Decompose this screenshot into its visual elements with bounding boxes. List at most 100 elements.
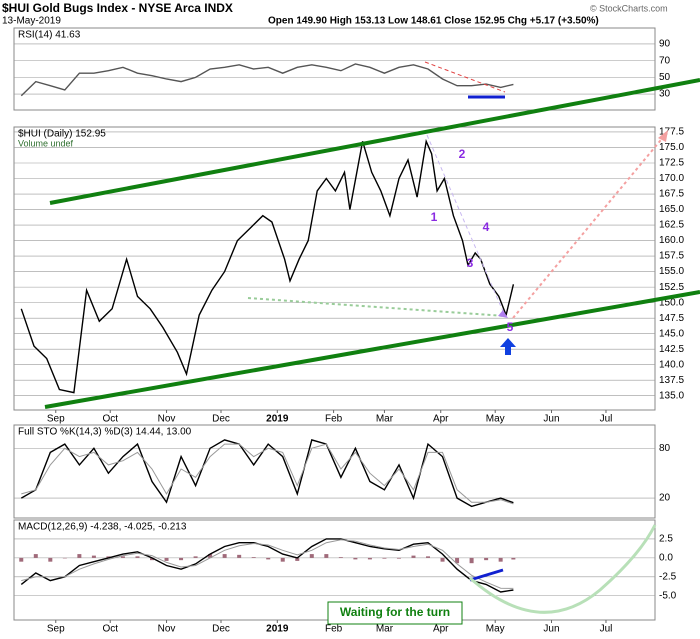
histogram-bar <box>511 557 516 560</box>
histogram-bar <box>324 554 329 558</box>
y-tick-label: 145.0 <box>659 328 684 339</box>
y-tick-label: 147.5 <box>659 313 684 324</box>
macd-line <box>469 568 504 582</box>
trend-line <box>49 78 700 205</box>
y-tick-label: 135.0 <box>659 390 684 401</box>
turn-arc <box>469 524 657 614</box>
annotations: 1 2 3 4 5 Waiting for the turn <box>44 61 700 625</box>
y-tick-label: 2.5 <box>659 534 673 545</box>
histogram-bar <box>338 557 343 558</box>
y-tick-label: 0.0 <box>659 553 673 564</box>
x-tick-label: 2019 <box>266 414 289 425</box>
y-tick-label: 80 <box>659 443 671 454</box>
histogram-bar <box>33 554 38 558</box>
y-tick-label: -2.5 <box>659 571 677 582</box>
wave-label: 2 <box>459 147 466 161</box>
y-tick-label: 157.5 <box>659 251 684 262</box>
series-line <box>21 539 514 589</box>
y-tick-label: 165.0 <box>659 204 684 215</box>
trend-line <box>44 290 700 409</box>
histogram-bar <box>91 555 96 558</box>
histogram-bar <box>469 557 474 564</box>
y-tick-label: 172.5 <box>659 158 684 169</box>
x-tick-label: Jun <box>543 624 559 635</box>
date: 13-May-2019 <box>2 16 61 27</box>
histogram-bar <box>440 557 445 562</box>
histogram-bar <box>120 556 125 558</box>
rsi-line <box>424 61 506 93</box>
callout-box <box>327 601 463 625</box>
histogram-bar <box>396 557 401 559</box>
histogram-bar <box>251 557 256 558</box>
x-tick-label: Apr <box>433 624 449 635</box>
y-tick-label: 175.0 <box>659 142 684 153</box>
y-tick-label: -5.0 <box>659 590 677 601</box>
y-tick-label: 167.5 <box>659 189 684 200</box>
quote: Open 149.90 High 153.13 Low 148.61 Close… <box>268 16 599 27</box>
histogram-bar <box>179 557 184 561</box>
histogram-bar <box>164 557 169 561</box>
marker <box>498 310 508 318</box>
x-tick-label: Sep <box>47 414 65 425</box>
y-tick-label: 177.5 <box>659 127 684 138</box>
panel-frame <box>13 126 656 411</box>
histogram-bar <box>19 557 24 562</box>
y-tick-label: 90 <box>659 39 671 50</box>
histogram-bar <box>280 557 285 562</box>
x-tick-label: Mar <box>376 414 394 425</box>
x-tick-label: Nov <box>158 414 176 425</box>
histogram-bar <box>237 554 242 558</box>
histogram-bar <box>208 554 213 558</box>
projection <box>512 134 666 319</box>
x-tick-label: May <box>486 414 505 425</box>
x-tick-label: Apr <box>433 414 449 425</box>
series-line <box>20 63 514 97</box>
y-tick-label: 162.5 <box>659 220 684 231</box>
y-tick-label: 152.5 <box>659 282 684 293</box>
histogram-bar <box>150 557 155 561</box>
callout-text: Waiting for the turn <box>340 605 450 619</box>
histogram-bar <box>135 556 140 558</box>
y-tick-label: 170.0 <box>659 173 684 184</box>
histogram-bar <box>295 557 300 561</box>
panel-label: $HUI (Daily) 152.95 <box>18 129 106 140</box>
x-tick-label: May <box>486 624 505 635</box>
histogram-bar <box>77 554 82 558</box>
x-tick-label: Sep <box>47 624 65 635</box>
panel-note: Volume undef <box>18 138 74 148</box>
panel-label: MACD(12,26,9) -4.238, -4.025, -0.213 <box>18 522 187 533</box>
x-tick-label: Jun <box>543 414 559 425</box>
wave-label: 4 <box>483 220 490 234</box>
histogram-bar <box>455 557 460 564</box>
panel-frame <box>13 424 656 519</box>
y-tick-label: 70 <box>659 55 671 66</box>
x-tick-label: Jul <box>600 624 613 635</box>
x-tick-label: Jul <box>600 414 613 425</box>
x-tick-label: Nov <box>158 624 176 635</box>
histogram-bar <box>498 557 503 562</box>
histogram-bar <box>367 557 372 560</box>
histogram-bar <box>193 556 198 558</box>
title: $HUI Gold Bugs Index - NYSE Arca INDX <box>2 1 233 15</box>
x-tick-label: 2019 <box>266 624 289 635</box>
histogram-bar <box>382 557 387 559</box>
histogram-bar <box>62 557 67 559</box>
series-line <box>20 138 515 394</box>
y-tick-label: 140.0 <box>659 359 684 370</box>
wave-line <box>426 134 506 317</box>
histogram-bar <box>309 554 314 558</box>
y-tick-label: 137.5 <box>659 375 684 386</box>
up-arrow <box>500 338 516 355</box>
x-tick-label: Dec <box>212 414 230 425</box>
wave-label: 3 <box>467 256 474 270</box>
arrow-head <box>658 130 668 142</box>
histogram-bar <box>426 556 431 558</box>
x-tick-label: Feb <box>325 624 343 635</box>
histogram-bar <box>411 555 416 558</box>
histogram-bar <box>484 557 489 561</box>
wave-label: 5 <box>507 320 514 334</box>
y-tick-label: 142.5 <box>659 344 684 355</box>
panel-label: Full STO %K(14,3) %D(3) 14.44, 13.00 <box>18 427 192 438</box>
